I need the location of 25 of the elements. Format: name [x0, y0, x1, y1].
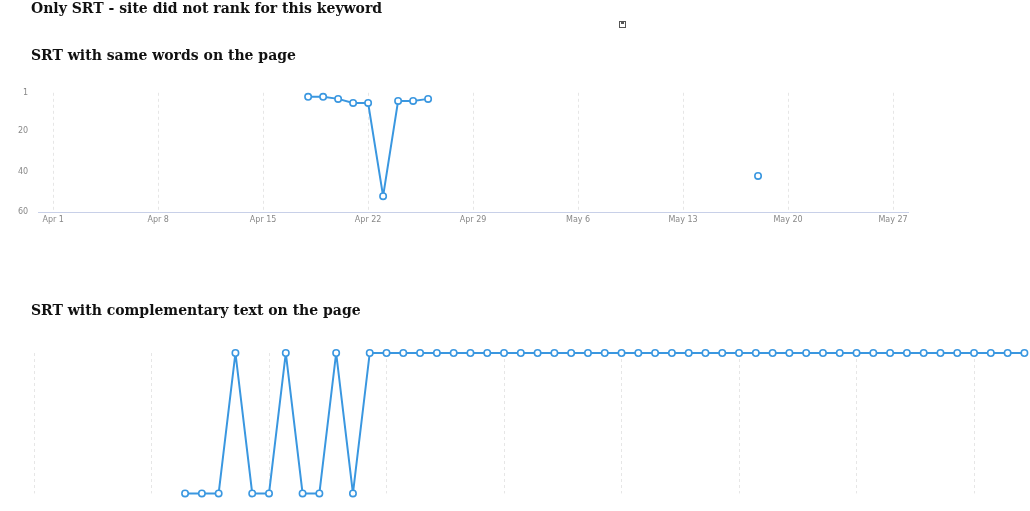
chart-title: SRT with same words on the page	[31, 47, 296, 63]
point	[379, 192, 388, 201]
point	[304, 92, 313, 101]
x-tick-label: May 27	[878, 215, 908, 225]
y-tick-label: 1	[23, 87, 29, 97]
point	[409, 96, 418, 105]
x-tick-label: Apr 15	[249, 215, 277, 225]
y-tick-label: 40	[17, 166, 29, 176]
x-tick-label: Apr 29	[459, 215, 487, 225]
x-tick-label: Apr 1	[42, 215, 64, 225]
y-tick-label: 60	[17, 207, 29, 217]
x-tick-label: May 6	[565, 215, 591, 225]
point	[394, 96, 403, 105]
point	[334, 94, 343, 103]
point	[424, 94, 433, 103]
point	[319, 92, 328, 101]
x-tick-label: May 13	[668, 215, 698, 225]
point	[349, 98, 358, 107]
chart-title: SRT with complementary text on the page	[31, 302, 361, 318]
x-tick-label: Apr 8	[147, 215, 169, 225]
x-tick-label: Apr 22	[354, 215, 382, 225]
y-tick-label: 20	[17, 126, 29, 136]
text: Only SRT - site did not rank for this keyword	[31, 0, 383, 16]
point	[364, 98, 373, 107]
x-tick-label: May 20	[773, 215, 803, 225]
